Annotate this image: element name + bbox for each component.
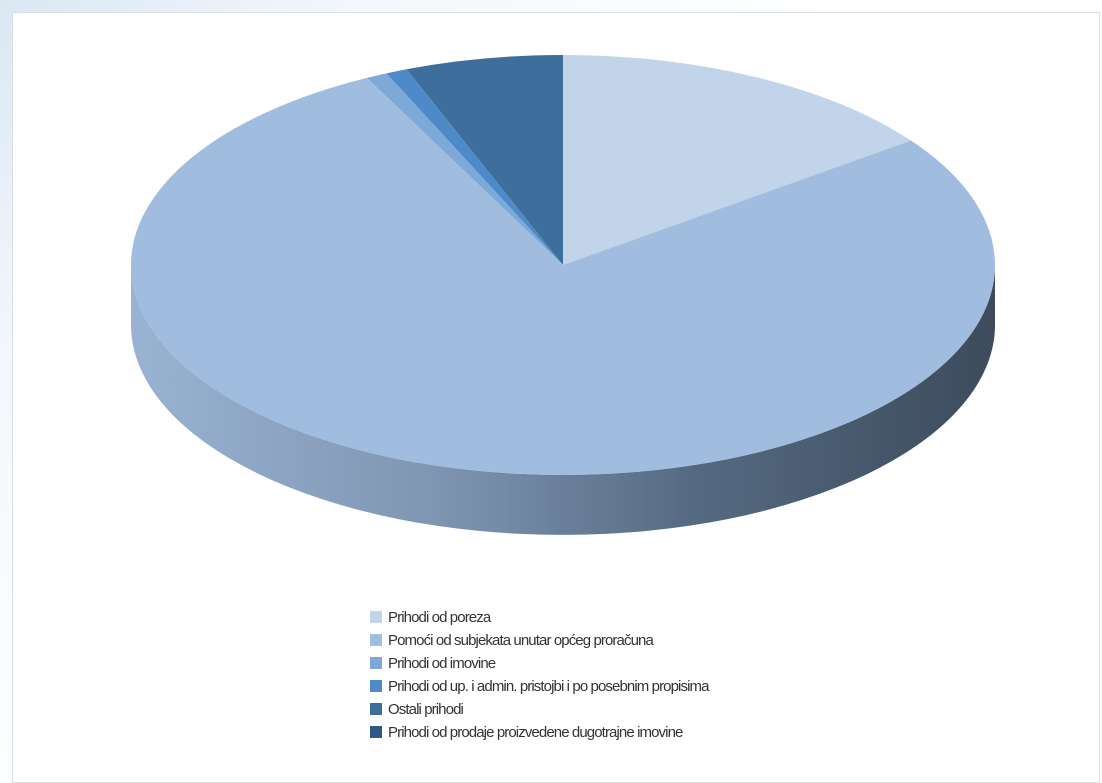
legend-label: Prihodi od poreza bbox=[388, 608, 491, 626]
legend-swatch bbox=[370, 726, 382, 738]
legend-swatch bbox=[370, 657, 382, 669]
pie-side-wall bbox=[131, 265, 995, 535]
legend: Prihodi od poreza Pomoći od subjekata unu… bbox=[370, 606, 709, 744]
legend-label: Prihodi od imovine bbox=[388, 654, 496, 672]
legend-label: Pomoći od subjekata unutar općeg proraču… bbox=[388, 631, 654, 649]
legend-swatch bbox=[370, 611, 382, 623]
chart-area: Prihodi od poreza Pomoći od subjekata unu… bbox=[12, 12, 1100, 783]
pie-slice-2 bbox=[131, 77, 995, 476]
legend-item: Prihodi od prodaje proizvedene dugotrajn… bbox=[370, 721, 709, 743]
legend-label: Ostali prihodi bbox=[388, 700, 464, 718]
legend-item: Pomoći od subjekata unutar općeg proraču… bbox=[370, 629, 709, 651]
legend-swatch bbox=[370, 703, 382, 715]
legend-label: Prihodi od prodaje proizvedene dugotrajn… bbox=[388, 723, 683, 741]
pie-slice-5 bbox=[406, 55, 563, 265]
legend-label: Prihodi od up. i admin. pristojbi i po p… bbox=[388, 677, 709, 695]
pie-slice-4 bbox=[386, 69, 563, 265]
legend-item: Prihodi od imovine bbox=[370, 652, 709, 674]
legend-item: Prihodi od poreza bbox=[370, 606, 709, 628]
legend-item: Ostali prihodi bbox=[370, 698, 709, 720]
legend-swatch bbox=[370, 680, 382, 692]
pie-slice-1 bbox=[563, 55, 911, 265]
pie-chart bbox=[131, 55, 995, 535]
pie-slice-3 bbox=[366, 73, 563, 265]
legend-item: Prihodi od up. i admin. pristojbi i po p… bbox=[370, 675, 709, 697]
legend-swatch bbox=[370, 634, 382, 646]
